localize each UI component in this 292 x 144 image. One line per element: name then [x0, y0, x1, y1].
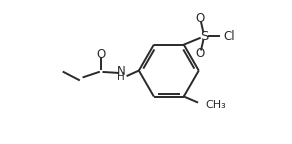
- Text: CH₃: CH₃: [206, 100, 227, 110]
- Text: H: H: [117, 72, 125, 82]
- Text: O: O: [195, 47, 205, 60]
- Text: S: S: [200, 30, 208, 43]
- Text: N: N: [117, 65, 126, 78]
- Text: Cl: Cl: [223, 30, 235, 43]
- Text: O: O: [195, 13, 205, 25]
- Text: O: O: [97, 48, 106, 60]
